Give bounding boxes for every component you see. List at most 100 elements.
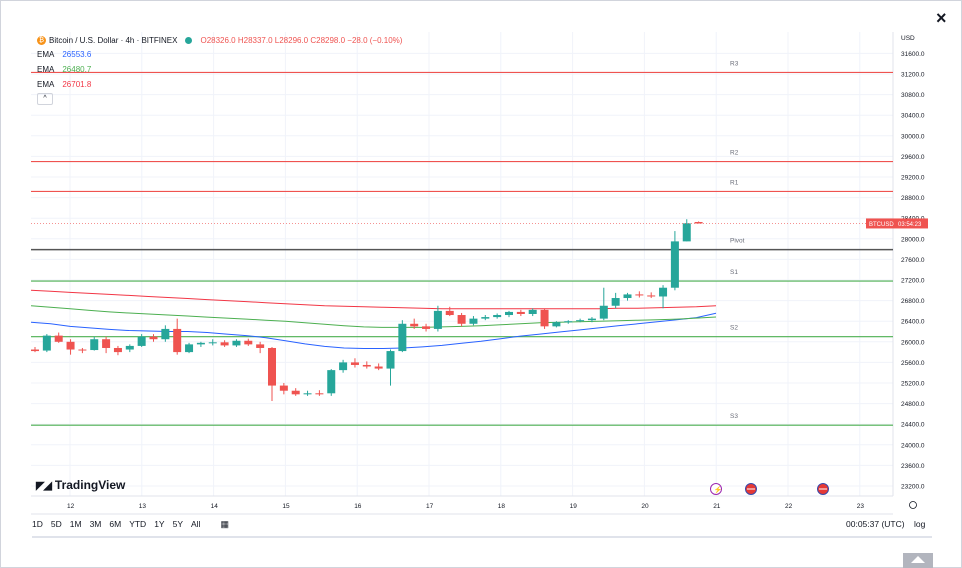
- timeframe-1m[interactable]: 1M: [69, 519, 82, 529]
- price-axis-tick-label: 23600.0: [901, 463, 925, 470]
- candle-body: [469, 318, 478, 324]
- candle-body: [386, 351, 395, 369]
- ohlc-values: O28326.0 H28337.0 L28296.0 C28298.0 −28.…: [200, 36, 403, 45]
- ema-legend-2[interactable]: EMA 26480.7: [37, 62, 402, 77]
- event-lightning-glyph: ⚡: [714, 485, 723, 494]
- candle-body: [196, 342, 205, 345]
- candle-body: [66, 341, 75, 350]
- utc-clock[interactable]: 00:05:37 (UTC): [846, 519, 905, 529]
- ema-label: EMA: [37, 50, 55, 59]
- candle-body: [90, 339, 99, 351]
- collapse-legend-button[interactable]: ^: [37, 93, 53, 105]
- price-axis-tick-label: 30400.0: [901, 113, 925, 120]
- price-axis-tick-label: 28800.0: [901, 195, 925, 202]
- price-axis-tick-label: 31600.0: [901, 51, 925, 58]
- candle-body: [102, 339, 111, 348]
- pivot-level-label: S2: [730, 325, 738, 332]
- symbol-title[interactable]: Bitcoin / U.S. Dollar · 4h · BITFINEX: [49, 36, 178, 45]
- bitcoin-icon: ₿: [37, 36, 46, 46]
- candle-body: [670, 241, 679, 288]
- timeframe-all[interactable]: All: [191, 519, 201, 529]
- timeframe-3m[interactable]: 3M: [89, 519, 102, 529]
- candle-body: [244, 340, 253, 345]
- candle-body: [315, 393, 324, 395]
- calendar-icon[interactable]: ▦: [220, 519, 229, 530]
- candle-body: [350, 362, 359, 365]
- time-axis-tick-label: 17: [426, 503, 434, 510]
- symbol-row: ₿ Bitcoin / U.S. Dollar · 4h · BITFINEX O2…: [37, 35, 402, 47]
- price-axis-tick-label: 23200.0: [901, 484, 925, 491]
- candle-body: [31, 349, 39, 352]
- pivot-level-label: S3: [730, 413, 738, 420]
- timeframe-1d[interactable]: 1D: [32, 519, 43, 529]
- price-axis-tick-label: 24000.0: [901, 442, 925, 449]
- candle-body: [410, 323, 419, 327]
- candle-body: [457, 315, 466, 324]
- candle-body: [339, 362, 348, 371]
- time-axis-tick-label: 16: [354, 503, 362, 510]
- pivot-level-label: R2: [730, 150, 739, 157]
- ema-legend-3[interactable]: EMA 26701.8: [37, 77, 402, 92]
- scroll-to-top-button[interactable]: [903, 553, 933, 568]
- time-axis-tick-label: 20: [641, 503, 649, 510]
- price-axis-tick-label: 30000.0: [901, 133, 925, 140]
- candle-body: [623, 294, 632, 299]
- candle-body: [232, 340, 241, 346]
- price-chart[interactable]: R3 R2 R1 Pivot S1 S2 S3 USD 23200.0 23600.0 24000.…: [0, 0, 962, 540]
- ema-line: [30, 305, 717, 328]
- candle-body: [42, 335, 51, 351]
- candle-body: [149, 336, 158, 340]
- candle-body: [611, 298, 620, 306]
- candle-body: [422, 326, 431, 329]
- bottom-toolbar: 1D 5D 1M 3M 6M YTD 1Y 5Y All ▦ 00:05:37 (UTC) log: [32, 515, 932, 535]
- tradingview-logo-text: TradingView: [54, 478, 126, 492]
- price-axis-tick-label: 28000.0: [901, 236, 925, 243]
- time-axis-tick-label: 12: [67, 503, 75, 510]
- current-price-tag[interactable]: [866, 218, 928, 229]
- candle-body: [374, 366, 383, 369]
- ema-label: EMA: [37, 65, 55, 74]
- candle-body: [185, 344, 194, 353]
- ema-label: EMA: [37, 80, 55, 89]
- candle-body: [173, 328, 182, 353]
- ema-legend-1[interactable]: EMA 26553.6: [37, 47, 402, 62]
- price-axis-tick-label: 25200.0: [901, 381, 925, 388]
- candle-body: [291, 390, 300, 395]
- candle-body: [433, 310, 442, 329]
- price-axis-tick-label: 30800.0: [901, 92, 925, 99]
- candle-body: [161, 328, 170, 340]
- candle-body: [327, 370, 336, 394]
- timeframe-6m[interactable]: 6M: [109, 519, 122, 529]
- event-lightning-icon[interactable]: [710, 483, 722, 495]
- candle-body: [137, 336, 146, 346]
- candle-body: [587, 318, 596, 321]
- candle-body: [635, 294, 644, 296]
- time-axis-tick-label: 22: [785, 503, 793, 510]
- candle-body: [505, 311, 513, 316]
- candle-body: [528, 309, 537, 314]
- ema-value: 26553.6: [62, 50, 92, 59]
- candle-body: [220, 342, 229, 346]
- candle-body: [576, 320, 585, 322]
- price-axis-tick-label: 27200.0: [901, 278, 925, 285]
- price-axis-tick-label: 31200.0: [901, 72, 925, 79]
- settings-reset-icon[interactable]: [909, 501, 917, 509]
- ema-value: 26480.7: [62, 65, 92, 74]
- candle-body: [659, 287, 668, 297]
- price-axis-tick-label: 26000.0: [901, 339, 925, 346]
- close-icon[interactable]: ×: [936, 8, 947, 28]
- timeframe-5y[interactable]: 5Y: [172, 519, 183, 529]
- timeframe-5d[interactable]: 5D: [50, 519, 62, 529]
- candle-body: [516, 311, 525, 314]
- market-status-icon: [185, 37, 193, 45]
- price-axis-tick-label: 24800.0: [901, 401, 925, 408]
- log-scale-toggle[interactable]: log: [914, 519, 926, 529]
- tradingview-logo[interactable]: ◤◢ TradingView: [36, 478, 125, 492]
- timeframe-1y[interactable]: 1Y: [154, 519, 165, 529]
- timeframe-ytd[interactable]: YTD: [129, 519, 147, 529]
- candle-body: [599, 305, 608, 319]
- candle-body: [540, 309, 549, 327]
- ema-line: [30, 312, 717, 349]
- price-axis-tick-label: 24400.0: [901, 422, 925, 429]
- price-axis-tick-label: 26400.0: [901, 319, 925, 326]
